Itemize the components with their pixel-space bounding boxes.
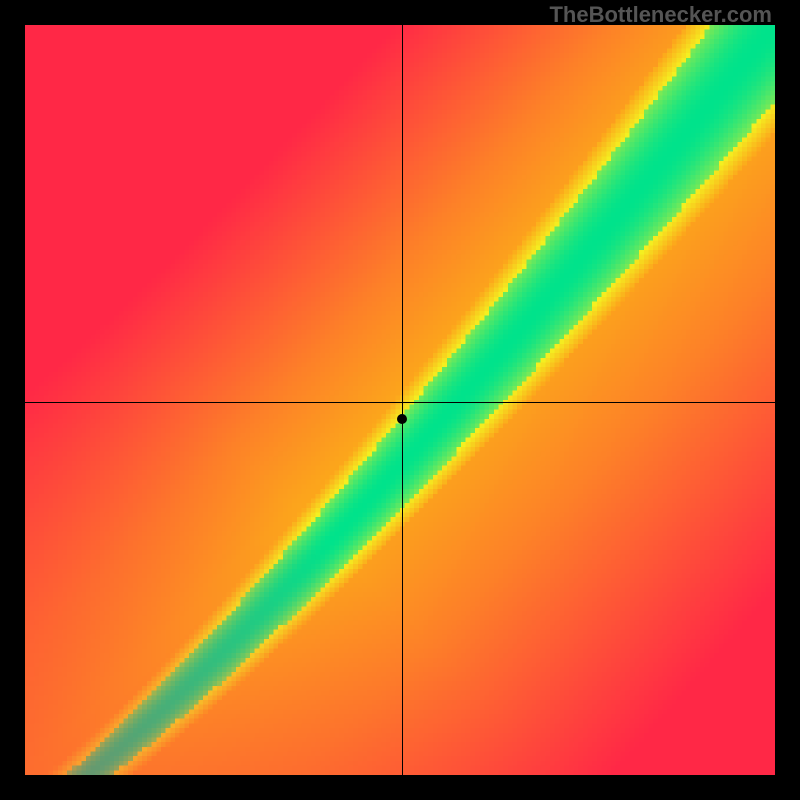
watermark-text: TheBottlenecker.com: [549, 2, 772, 28]
bottleneck-heatmap: [25, 25, 775, 775]
crosshair-horizontal: [25, 402, 775, 403]
chart-container: TheBottlenecker.com: [0, 0, 800, 800]
selection-marker: [397, 414, 407, 424]
crosshair-vertical: [402, 25, 403, 775]
